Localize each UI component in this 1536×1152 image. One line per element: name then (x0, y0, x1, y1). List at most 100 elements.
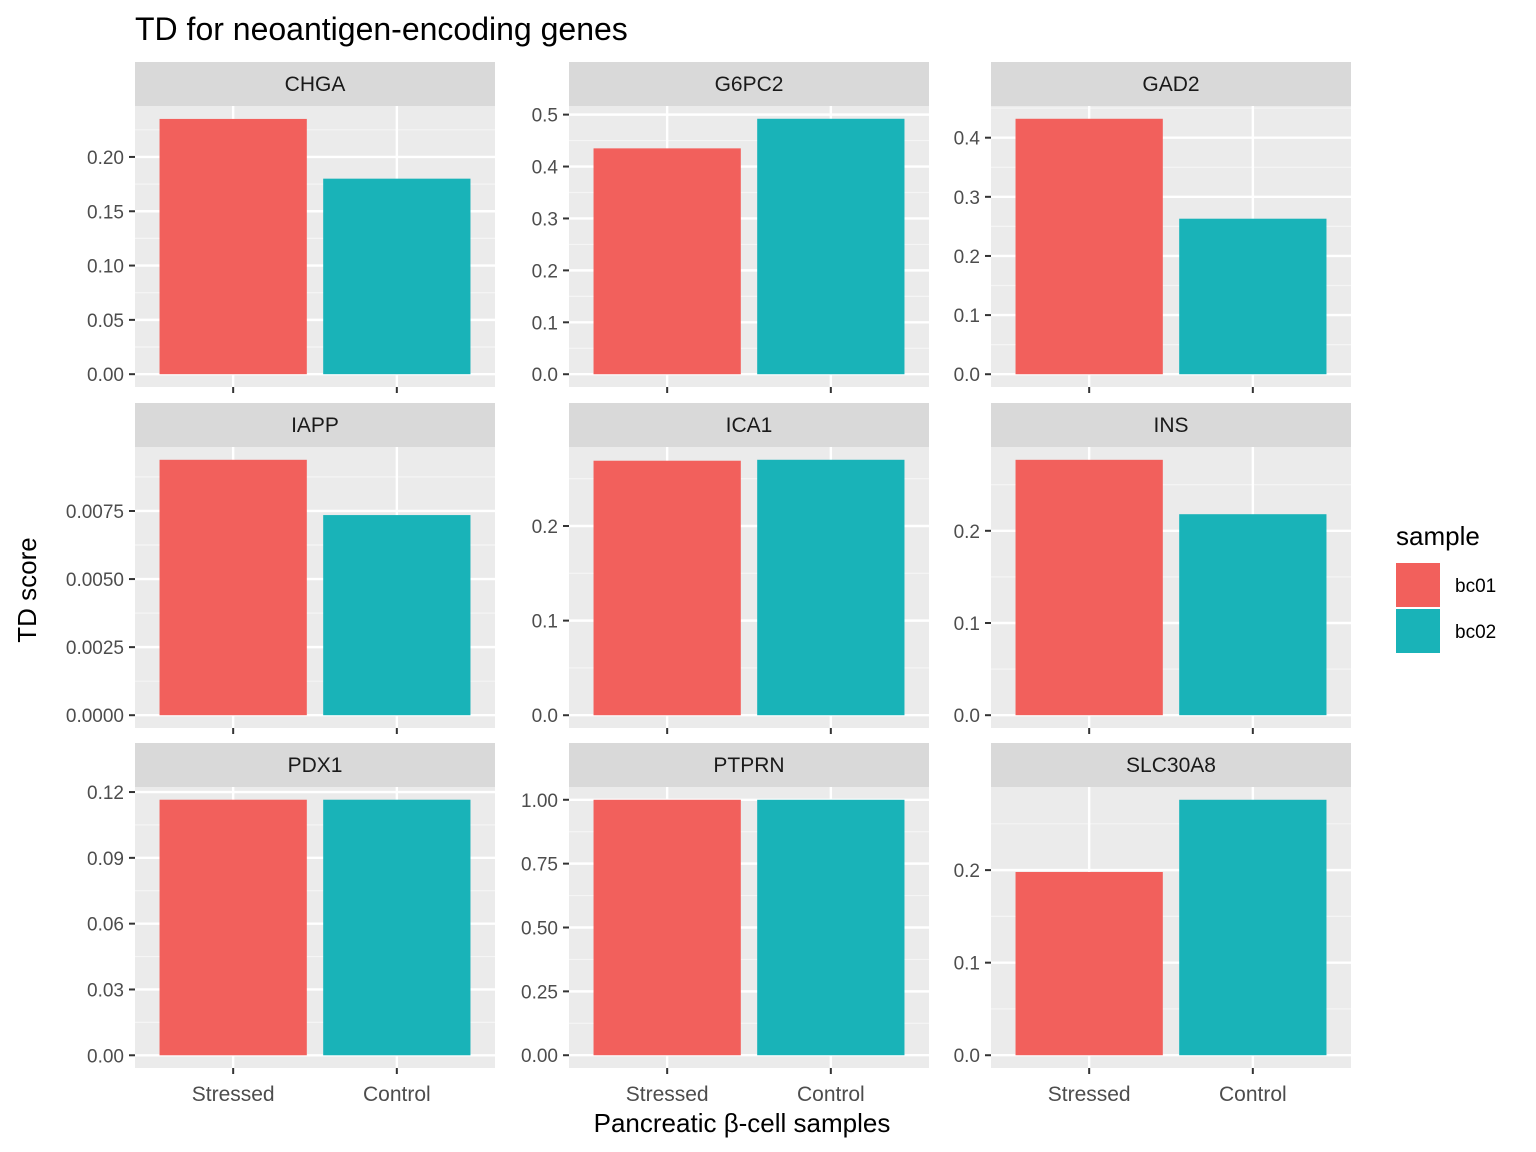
y-tick-label-chga: 0.20 (87, 148, 124, 169)
y-tick-label-ica1: 0.0 (532, 706, 558, 727)
strip-label-slc30a8: SLC30A8 (1126, 754, 1216, 777)
chart-title: TD for neoantigen-encoding genes (135, 11, 628, 47)
strip-ica1 (569, 403, 929, 447)
y-axis-title: TD score (12, 537, 42, 642)
facet-chga: CHGA 0.00 0.05 0.10 0.15 0.20 (87, 62, 495, 393)
y-tick-label-g6pc2: 0.5 (532, 106, 558, 127)
legend: sample bc01 bc02 (1396, 521, 1496, 653)
y-tick-label-ptprn: 0.75 (521, 855, 558, 876)
facet-iapp: IAPP 0.0000 0.0025 0.0050 0.0075 (66, 403, 495, 734)
y-tick-label-ins: 0.1 (954, 614, 980, 635)
y-tick-label-iapp: 0.0075 (66, 502, 124, 523)
y-tick-label-iapp: 0.0050 (66, 570, 124, 591)
x-tick-label-control: Control (363, 1083, 431, 1106)
strip-label-gad2: GAD2 (1142, 73, 1199, 96)
facet-gad2: GAD2 0.0 0.1 0.2 0.3 0.4 (954, 62, 1351, 393)
y-tick-label-g6pc2: 0.0 (532, 365, 558, 386)
bar-pdx1-control (323, 799, 471, 1056)
y-tick-label-iapp: 0.0025 (66, 638, 124, 659)
facet-pdx1: PDX1 0.00 0.03 0.06 0.09 0.12 Stressed Control (87, 743, 495, 1106)
y-tick-label-g6pc2: 0.3 (532, 209, 558, 230)
bar-gad2-stressed (1015, 118, 1163, 375)
strip-label-iapp: IAPP (291, 414, 339, 437)
bar-gad2-control (1179, 218, 1327, 375)
strip-gad2 (991, 62, 1351, 106)
bar-ins-stressed (1015, 459, 1163, 716)
legend-label-bc01: bc01 (1455, 576, 1496, 597)
bar-iapp-control (323, 515, 471, 716)
strip-label-chga: CHGA (285, 73, 346, 96)
legend-key-bc02 (1396, 609, 1440, 653)
y-tick-label-pdx1: 0.03 (87, 980, 124, 1001)
bar-slc30a8-control (1179, 799, 1327, 1056)
y-tick-label-chga: 0.05 (87, 311, 124, 332)
facet-panels: CHGA 0.00 0.05 0.10 0.15 0.20 G6PC2 0.0 0.1 0.2 0.… (66, 62, 1351, 1106)
strip-label-pdx1: PDX1 (288, 754, 343, 777)
y-tick-label-chga: 0.10 (87, 257, 124, 278)
bar-pdx1-stressed (159, 799, 307, 1056)
legend-key-bc01 (1396, 563, 1440, 607)
y-tick-label-ptprn: 0.25 (521, 982, 558, 1003)
bar-chga-stressed (159, 118, 307, 375)
x-tick-label-stressed: Stressed (1048, 1083, 1131, 1106)
y-tick-label-slc30a8: 0.1 (954, 954, 980, 975)
bar-ica1-control (757, 459, 905, 716)
bar-ins-control (1179, 514, 1327, 716)
bar-ptprn-stressed (593, 799, 741, 1056)
strip-label-ica1: ICA1 (726, 414, 773, 437)
strip-label-ptprn: PTPRN (713, 754, 784, 777)
y-tick-label-ins: 0.0 (954, 706, 980, 727)
bar-ptprn-control (757, 799, 905, 1056)
y-tick-label-gad2: 0.3 (954, 188, 980, 209)
strip-g6pc2 (569, 62, 929, 106)
x-tick-label-control: Control (797, 1083, 865, 1106)
x-tick-label-stressed: Stressed (626, 1083, 709, 1106)
strip-chga (135, 62, 495, 106)
strip-ptprn (569, 743, 929, 787)
strip-label-ins: INS (1153, 414, 1188, 437)
legend-label-bc02: bc02 (1455, 622, 1496, 643)
y-tick-label-ins: 0.2 (954, 522, 980, 543)
facet-ica1: ICA1 0.0 0.1 0.2 (532, 403, 929, 734)
y-tick-label-pdx1: 0.00 (87, 1046, 124, 1067)
y-tick-label-g6pc2: 0.1 (532, 313, 558, 334)
y-tick-label-g6pc2: 0.2 (532, 261, 558, 282)
y-tick-label-ptprn: 0.00 (521, 1046, 558, 1067)
facet-ins: INS 0.0 0.1 0.2 (954, 403, 1351, 734)
bar-g6pc2-control (757, 118, 905, 375)
strip-iapp (135, 403, 495, 447)
bar-chga-control (323, 178, 471, 375)
strip-pdx1 (135, 743, 495, 787)
y-tick-label-ica1: 0.2 (532, 517, 558, 538)
y-tick-label-pdx1: 0.09 (87, 849, 124, 870)
y-tick-label-iapp: 0.0000 (66, 706, 124, 727)
y-tick-label-pdx1: 0.12 (87, 783, 124, 804)
y-tick-label-gad2: 0.2 (954, 247, 980, 268)
bar-g6pc2-stressed (593, 148, 741, 375)
y-tick-label-g6pc2: 0.4 (532, 158, 559, 179)
y-tick-label-slc30a8: 0.0 (954, 1046, 980, 1067)
strip-ins (991, 403, 1351, 447)
y-tick-label-ica1: 0.1 (532, 612, 558, 633)
facet-ptprn: PTPRN 0.00 0.25 0.50 0.75 1.00 Stressed Control (521, 743, 929, 1106)
y-tick-label-chga: 0.00 (87, 365, 124, 386)
y-tick-label-pdx1: 0.06 (87, 915, 124, 936)
y-tick-label-chga: 0.15 (87, 202, 124, 223)
facet-slc30a8: SLC30A8 0.0 0.1 0.2 Stressed Control (954, 743, 1351, 1106)
bar-iapp-stressed (159, 459, 307, 716)
y-tick-label-ptprn: 1.00 (521, 791, 558, 812)
y-tick-label-gad2: 0.0 (954, 365, 980, 386)
y-tick-label-slc30a8: 0.2 (954, 861, 980, 882)
y-tick-label-gad2: 0.1 (954, 306, 980, 327)
bar-slc30a8-stressed (1015, 871, 1163, 1056)
y-tick-label-gad2: 0.4 (954, 129, 981, 150)
legend-title: sample (1396, 521, 1480, 551)
strip-label-g6pc2: G6PC2 (715, 73, 784, 96)
strip-slc30a8 (991, 743, 1351, 787)
x-tick-label-stressed: Stressed (192, 1083, 275, 1106)
x-axis-title: Pancreatic β-cell samples (594, 1108, 891, 1138)
facet-g6pc2: G6PC2 0.0 0.1 0.2 0.3 0.4 0.5 (532, 62, 929, 393)
bar-ica1-stressed (593, 460, 741, 716)
x-tick-label-control: Control (1219, 1083, 1287, 1106)
